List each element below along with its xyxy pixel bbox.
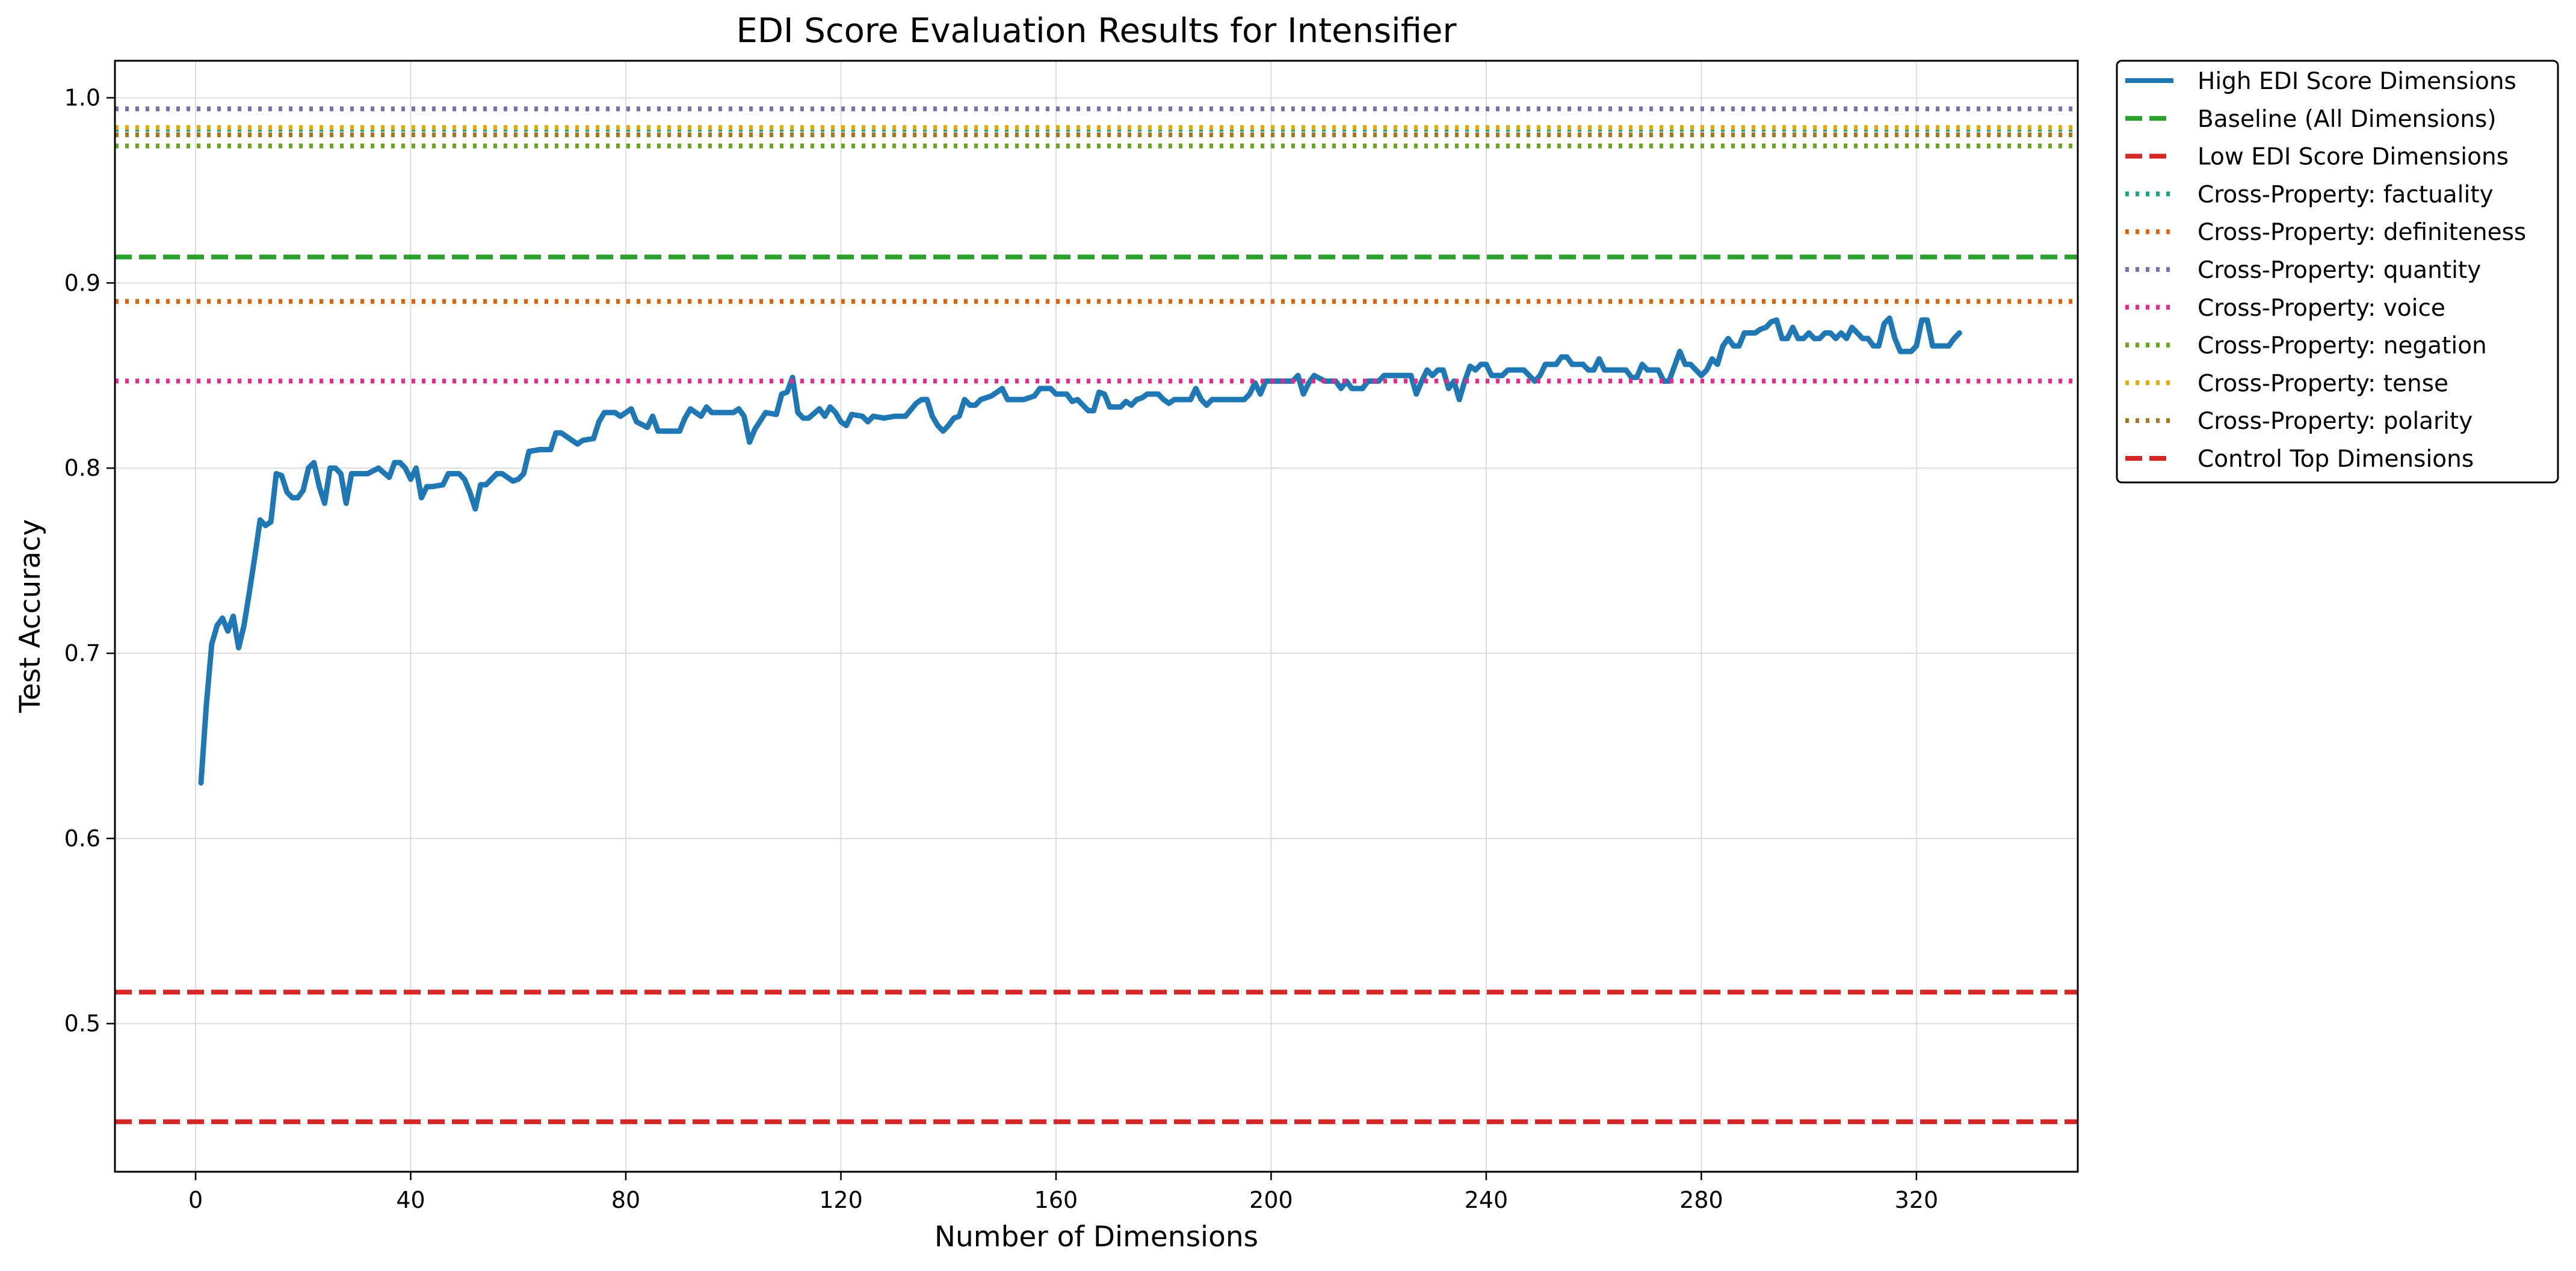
y-tick-label: 0.9 <box>64 269 100 296</box>
x-tick-label: 240 <box>1465 1187 1509 1213</box>
legend-items: High EDI Score Dimensions Baseline (All D… <box>2125 68 2526 473</box>
grid <box>115 61 2078 1172</box>
plot-frame <box>114 60 2079 1173</box>
x-axis: 0 40 80 120 160 200 240 280 320 <box>188 1172 1938 1213</box>
legend-label-baseline-all-dimensions: Baseline (All Dimensions) <box>2198 106 2497 133</box>
legend-label-cross-property-definiteness: Cross-Property: definiteness <box>2198 219 2526 246</box>
chart-title: EDI Score Evaluation Results for Intensi… <box>737 11 1457 51</box>
x-tick-label: 320 <box>1895 1187 1939 1213</box>
legend-label-cross-property-polarity: Cross-Property: polarity <box>2198 408 2473 435</box>
y-tick-label: 0.7 <box>64 640 100 666</box>
legend-label-cross-property-voice: Cross-Property: voice <box>2198 295 2445 322</box>
y-tick-label: 0.8 <box>64 455 100 481</box>
legend-label-cross-property-quantity: Cross-Property: quantity <box>2198 257 2481 284</box>
x-tick-label: 200 <box>1249 1187 1293 1213</box>
x-tick-label: 160 <box>1034 1187 1078 1213</box>
y-axis: 0.5 0.6 0.7 0.8 0.9 1.0 <box>64 85 115 1037</box>
y-tick-label: 0.5 <box>64 1011 100 1037</box>
y-axis-label: Test Accuracy <box>14 519 47 713</box>
series-line-high-edi-score-dimensions <box>198 315 1962 786</box>
x-tick-label: 80 <box>611 1187 640 1213</box>
plot-area <box>115 106 2078 1124</box>
x-tick-label: 40 <box>396 1187 425 1213</box>
x-axis-label: Number of Dimensions <box>934 1220 1258 1254</box>
x-tick-label: 0 <box>188 1187 203 1213</box>
x-tick-label: 120 <box>819 1187 863 1213</box>
legend-label-low-edi-score-dimensions: Low EDI Score Dimensions <box>2198 144 2509 171</box>
legend-label-high-edi-score-dimensions: High EDI Score Dimensions <box>2198 68 2516 95</box>
x-tick-label: 280 <box>1679 1187 1723 1213</box>
legend: High EDI Score Dimensions Baseline (All D… <box>2116 60 2559 484</box>
legend-label-cross-property-negation: Cross-Property: negation <box>2198 333 2487 360</box>
y-tick-label: 0.6 <box>64 825 100 852</box>
legend-box <box>2116 60 2559 484</box>
legend-label-control-top-dimensions: Control Top Dimensions <box>2198 446 2474 473</box>
legend-label-cross-property-tense: Cross-Property: tense <box>2198 370 2448 397</box>
legend-label-cross-property-factuality: Cross-Property: factuality <box>2198 181 2494 208</box>
y-tick-label: 1.0 <box>64 85 100 111</box>
